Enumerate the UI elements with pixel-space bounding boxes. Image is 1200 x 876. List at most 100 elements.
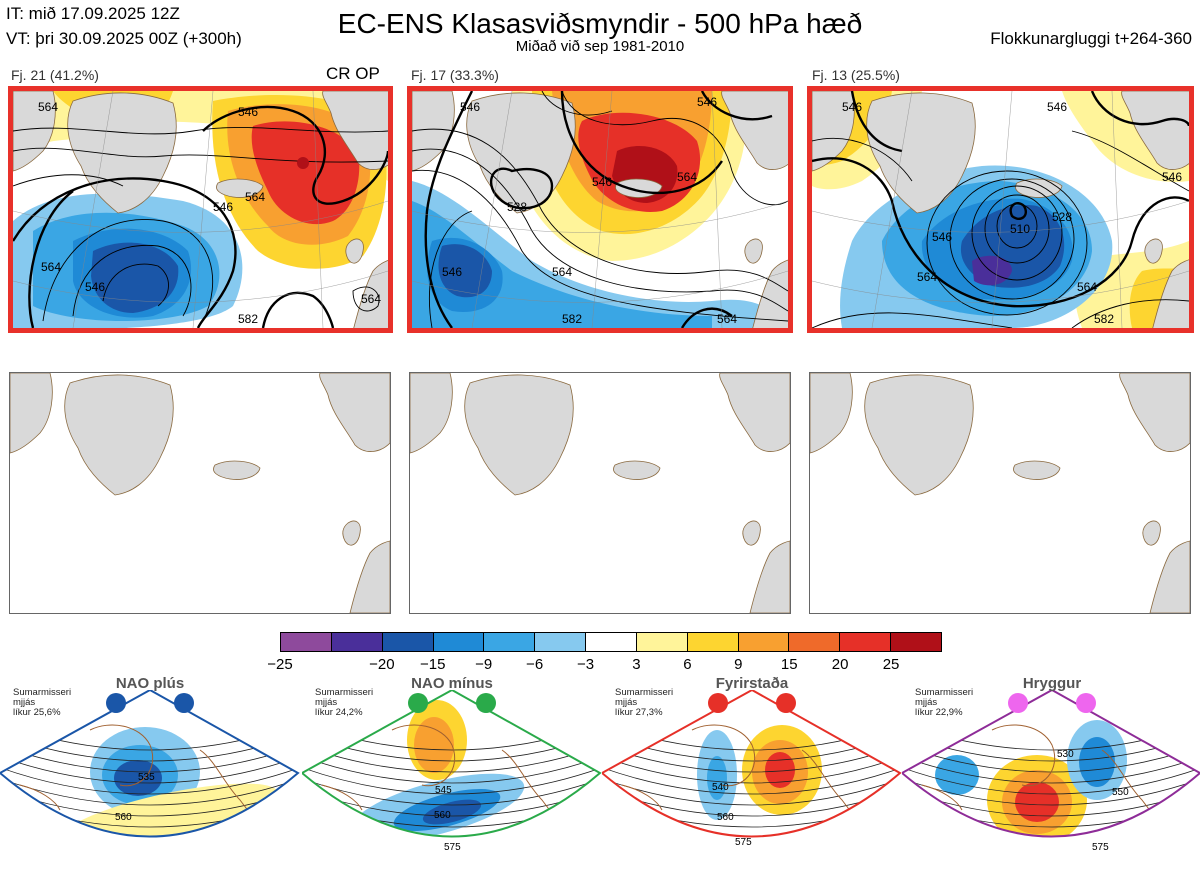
colorbar-tick-label: 25 (882, 656, 900, 673)
regime-contour-label: 560 (434, 810, 451, 821)
cluster-3-map[interactable]: 546 528 546 510 546 564 564 582 546 (807, 86, 1194, 333)
cluster-2-map[interactable]: 546 564 546 528 546 564 582 564 546 (407, 86, 793, 333)
contour-label: 564 (917, 270, 937, 284)
height-contour (0, 752, 298, 784)
anomaly-area (765, 752, 795, 788)
climatology-subtitle: Miðað við sep 1981-2010 (515, 38, 685, 55)
cluster-1-map[interactable]: 564 546 546 564 546 564 564 582 (8, 86, 393, 333)
colorbar-tick-label: 15 (780, 656, 798, 673)
colorbar-cell (738, 633, 790, 651)
anomaly-area (114, 760, 162, 796)
regime-title: Fyrirstaða (715, 675, 789, 692)
colorbar-tick-label: −15 (420, 656, 446, 673)
contour-label: 546 (213, 200, 233, 214)
classification-window: Flokkunargluggi t+264-360 (990, 29, 1192, 48)
height-contour (902, 752, 1200, 784)
empty-map-3[interactable] (809, 372, 1191, 614)
colorbar-tick-label: 9 (734, 656, 743, 673)
contour-label: 546 (1162, 170, 1182, 184)
anomaly-area (62, 783, 278, 837)
contour-label: 582 (238, 312, 258, 326)
colorbar-cell (382, 633, 434, 651)
init-time: IT: mið 17.09.2025 12Z (6, 4, 180, 23)
colorbar-tick-label: −25 (267, 656, 293, 673)
height-contour (302, 763, 600, 795)
contour-label: 564 (245, 190, 265, 204)
colorbar-cell (687, 633, 739, 651)
regime-contour-label: 545 (435, 785, 452, 796)
valid-time: VT: þri 30.09.2025 00Z (+300h) (6, 29, 242, 48)
contour-label: 582 (562, 312, 582, 326)
contour-label: 564 (677, 170, 697, 184)
regime-marker-dot (776, 693, 796, 713)
colorbar-tick-label: 3 (632, 656, 641, 673)
colorbar-tick-label: −20 (369, 656, 395, 673)
contour-label: 510 (1010, 222, 1030, 236)
empty-map-1[interactable] (9, 372, 391, 614)
coastline (921, 724, 1193, 837)
regime-outline (0, 688, 300, 838)
regime-panel: 530 550 575 (900, 688, 1200, 871)
contour-label: 546 (238, 105, 258, 119)
height-contour (602, 763, 900, 795)
regime-contour-label: 530 (1057, 749, 1074, 760)
regime-contour-label: 560 (115, 812, 132, 823)
colorbar-cell (586, 633, 637, 651)
regime-outline (300, 688, 602, 838)
anomaly-area (707, 756, 727, 800)
regime-season-info: Sumarmisseri mjjás líkur 22,9% (915, 687, 974, 718)
colorbar-tick-label: −6 (526, 656, 544, 673)
colorbar-cell (789, 633, 841, 651)
regime-marker-dot (1076, 693, 1096, 713)
contour-label: 528 (507, 200, 527, 214)
contour-label: 546 (442, 265, 462, 279)
colorbar (280, 632, 942, 652)
anomaly-area (935, 755, 979, 795)
colorbar-cell (331, 633, 383, 651)
regime-marker-dot (708, 693, 728, 713)
contour-label: 546 (697, 95, 717, 109)
colorbar-cell (433, 633, 485, 651)
empty-map-2[interactable] (409, 372, 791, 614)
cluster-3-label: Fj. 13 (25.5%) (812, 67, 900, 83)
colorbar-cell (281, 633, 332, 651)
regime-contour-label: 540 (712, 782, 729, 793)
regime-panel: 545 560 575 (300, 688, 602, 871)
coastline (19, 724, 291, 837)
contour-label: 564 (361, 292, 381, 306)
contour-label: 546 (842, 100, 862, 114)
cluster-1-tag: CR OP (326, 64, 380, 83)
page-title: EC-ENS Klasasviðsmyndir - 500 hPa hæð (337, 8, 863, 39)
regime-contour-label: 550 (1112, 787, 1129, 798)
regime-title: NAO plús (115, 675, 185, 692)
contour-label: 546 (1047, 100, 1067, 114)
regime-season-info: Sumarmisseri mjjás líkur 25,6% (13, 687, 72, 718)
regime-marker-dot (106, 693, 126, 713)
contour-label: 564 (717, 312, 737, 326)
anomaly-area (1022, 857, 1052, 867)
coastline (621, 724, 893, 837)
regime-contour-label: 575 (1092, 842, 1109, 853)
regime-contour-label: 560 (717, 812, 734, 823)
cluster-1-label: Fj. 21 (41.2%) (11, 67, 99, 83)
height-contour (602, 752, 900, 784)
colorbar-cell (535, 633, 587, 651)
regime-contour-label: 535 (138, 772, 155, 783)
colorbar-cell (636, 633, 688, 651)
contour-label: 546 (932, 230, 952, 244)
contour-label: 564 (1077, 280, 1097, 294)
contour-label: 582 (1094, 312, 1114, 326)
regime-title: Hryggur (1022, 675, 1082, 692)
contour-label: 564 (38, 100, 58, 114)
coastline (321, 724, 593, 837)
contour-label: 528 (1052, 210, 1072, 224)
height-contour (902, 763, 1200, 795)
regime-contour-label: 575 (444, 842, 461, 853)
height-contour (0, 763, 298, 795)
regime-season-info: Sumarmisseri mjjás líkur 24,2% (315, 687, 374, 718)
regime-title: NAO mínus (411, 675, 493, 692)
colorbar-tick-label: 6 (683, 656, 692, 673)
height-contour (302, 752, 600, 784)
contour-label: 546 (460, 100, 480, 114)
colorbar-cell (484, 633, 536, 651)
